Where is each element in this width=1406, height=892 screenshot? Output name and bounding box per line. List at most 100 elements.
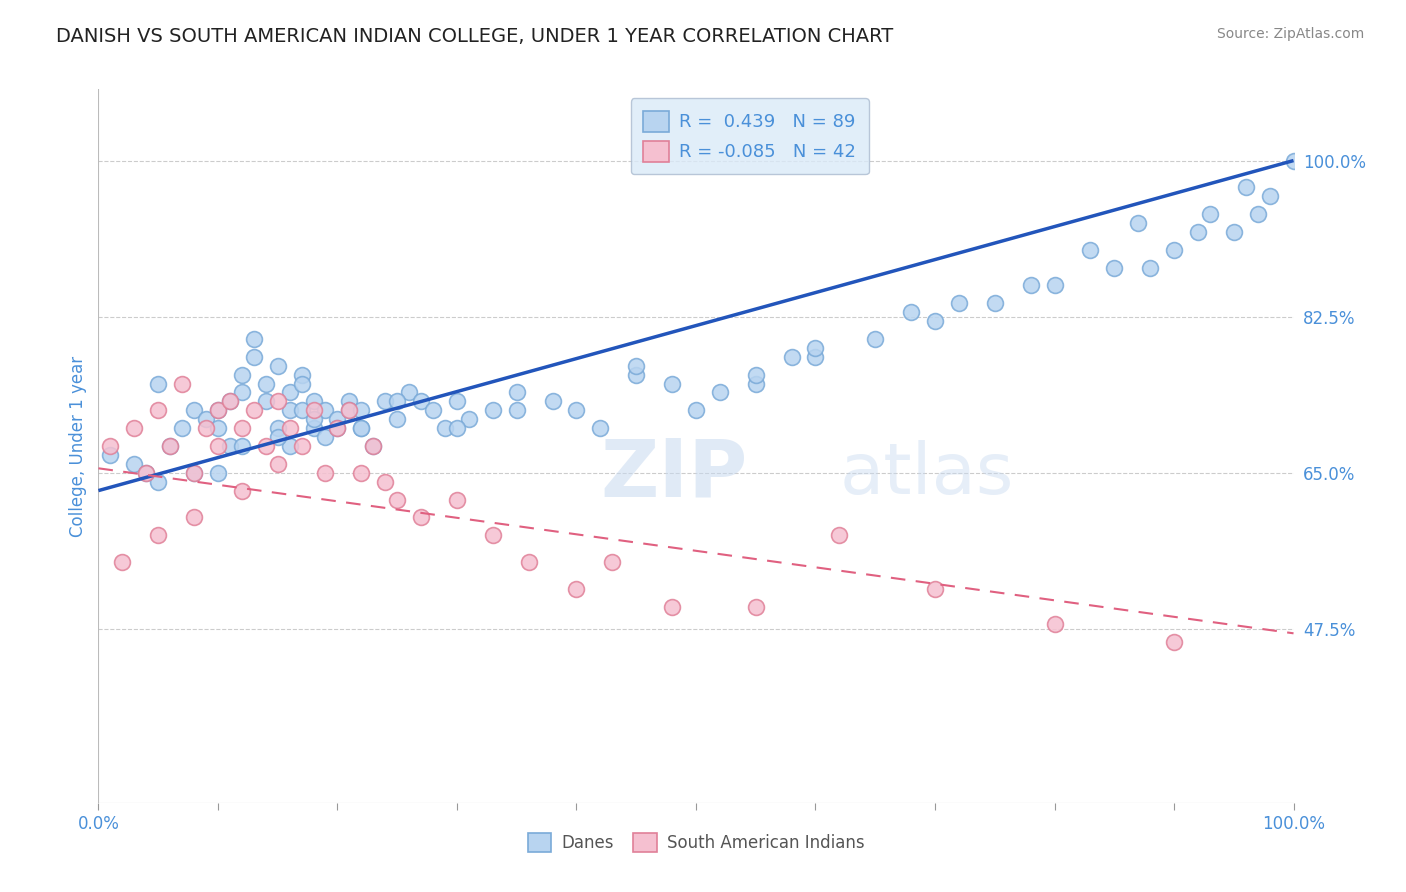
Point	[434, 421, 457, 435]
Point	[1234, 180, 1257, 194]
Point	[254, 394, 277, 409]
Point	[1282, 153, 1305, 168]
Point	[446, 394, 468, 409]
Point	[685, 403, 707, 417]
Point	[804, 350, 827, 364]
Point	[254, 439, 277, 453]
Point	[231, 483, 253, 498]
Text: Source: ZipAtlas.com: Source: ZipAtlas.com	[1216, 27, 1364, 41]
Point	[924, 314, 946, 328]
Point	[804, 341, 827, 355]
Point	[302, 403, 325, 417]
Point	[1139, 260, 1161, 275]
Point	[302, 394, 325, 409]
Text: atlas: atlas	[839, 440, 1014, 509]
Point	[267, 430, 290, 444]
Point	[291, 376, 314, 391]
Point	[267, 457, 290, 471]
Point	[195, 412, 218, 426]
Point	[1043, 278, 1066, 293]
Point	[1247, 207, 1270, 221]
Point	[541, 394, 564, 409]
Point	[148, 528, 170, 542]
Point	[339, 403, 361, 417]
Point	[159, 439, 181, 453]
Text: ZIP: ZIP	[600, 435, 748, 514]
Legend: Danes, South American Indians: Danes, South American Indians	[520, 826, 872, 859]
Point	[446, 421, 468, 435]
Point	[411, 394, 433, 409]
Point	[482, 403, 505, 417]
Point	[278, 421, 301, 435]
Text: DANISH VS SOUTH AMERICAN INDIAN COLLEGE, UNDER 1 YEAR CORRELATION CHART: DANISH VS SOUTH AMERICAN INDIAN COLLEGE,…	[56, 27, 893, 45]
Point	[1080, 243, 1102, 257]
Point	[231, 439, 253, 453]
Point	[398, 385, 420, 400]
Point	[661, 599, 683, 614]
Point	[267, 394, 290, 409]
Point	[1187, 225, 1209, 239]
Point	[374, 394, 396, 409]
Point	[350, 421, 373, 435]
Point	[315, 430, 337, 444]
Point	[172, 376, 194, 391]
Point	[302, 421, 325, 435]
Point	[231, 385, 253, 400]
Point	[924, 582, 946, 596]
Point	[661, 376, 683, 391]
Point	[517, 555, 540, 569]
Point	[159, 439, 181, 453]
Point	[948, 296, 970, 310]
Point	[148, 475, 170, 489]
Point	[363, 439, 385, 453]
Point	[1258, 189, 1281, 203]
Point	[626, 368, 648, 382]
Point	[1104, 260, 1126, 275]
Point	[124, 457, 146, 471]
Point	[291, 403, 314, 417]
Point	[326, 421, 349, 435]
Point	[385, 394, 409, 409]
Point	[984, 296, 1007, 310]
Point	[363, 439, 385, 453]
Point	[219, 439, 242, 453]
Point	[267, 421, 290, 435]
Point	[326, 421, 349, 435]
Point	[302, 412, 325, 426]
Y-axis label: College, Under 1 year: College, Under 1 year	[69, 355, 87, 537]
Point	[745, 599, 768, 614]
Point	[111, 555, 134, 569]
Point	[745, 376, 768, 391]
Point	[207, 403, 229, 417]
Point	[1223, 225, 1246, 239]
Point	[385, 492, 409, 507]
Point	[1128, 216, 1150, 230]
Point	[1043, 617, 1066, 632]
Point	[482, 528, 505, 542]
Point	[565, 403, 588, 417]
Point	[446, 492, 468, 507]
Point	[183, 466, 205, 480]
Point	[1199, 207, 1222, 221]
Point	[385, 412, 409, 426]
Point	[1019, 278, 1042, 293]
Point	[148, 403, 170, 417]
Point	[124, 421, 146, 435]
Point	[207, 403, 229, 417]
Point	[350, 403, 373, 417]
Point	[865, 332, 887, 346]
Point	[315, 403, 337, 417]
Point	[98, 439, 122, 453]
Point	[828, 528, 851, 542]
Point	[315, 466, 337, 480]
Point	[374, 475, 396, 489]
Point	[602, 555, 624, 569]
Point	[506, 385, 529, 400]
Point	[207, 466, 229, 480]
Point	[291, 368, 314, 382]
Point	[183, 510, 205, 524]
Point	[172, 421, 194, 435]
Point	[458, 412, 481, 426]
Point	[219, 394, 242, 409]
Point	[422, 403, 444, 417]
